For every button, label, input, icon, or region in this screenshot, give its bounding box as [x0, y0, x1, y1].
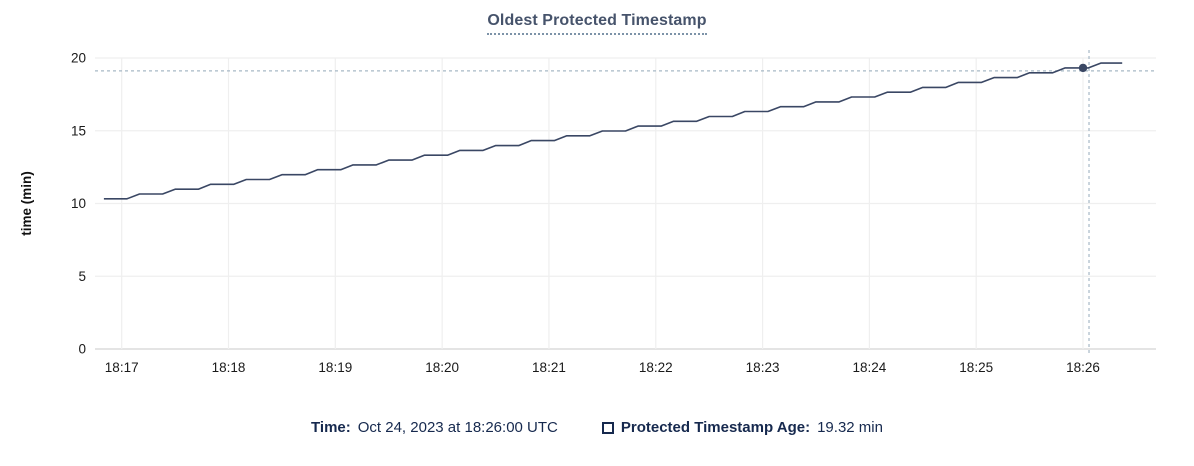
svg-text:0: 0 [78, 342, 86, 357]
legend-item: Protected Timestamp Age: 19.32 min [601, 419, 883, 436]
series-line [103, 62, 1123, 200]
svg-text:18:21: 18:21 [532, 360, 566, 375]
series-toggle-checkbox[interactable] [601, 421, 614, 434]
hover-time-readout: Time: Oct 24, 2023 at 18:26:00 UTC [311, 419, 558, 436]
svg-text:15: 15 [71, 123, 86, 138]
x-gridlines [121, 58, 1084, 349]
x-axis-ticks: 18:17 18:18 18:19 18:20 18:21 18:22 18:23 18:24… [105, 360, 1100, 375]
svg-text:18:20: 18:20 [425, 360, 459, 375]
chart-caption: Time: Oct 24, 2023 at 18:26:00 UTC Prote… [0, 419, 1194, 436]
y-axis-ticks: 0 5 10 15 20 [71, 51, 86, 357]
svg-text:18:17: 18:17 [105, 360, 139, 375]
time-value: Oct 24, 2023 at 18:26:00 UTC [357, 419, 558, 436]
svg-text:10: 10 [71, 196, 86, 211]
y-axis-title: time (min) [19, 171, 34, 236]
series-label: Protected Timestamp Age: [620, 419, 811, 436]
svg-text:18:25: 18:25 [959, 360, 993, 375]
svg-text:20: 20 [71, 51, 86, 66]
svg-text:18:19: 18:19 [318, 360, 352, 375]
svg-text:18:18: 18:18 [212, 360, 246, 375]
time-label: Time: [311, 419, 351, 436]
highlighted-datapoint[interactable] [1078, 63, 1088, 73]
svg-text:18:24: 18:24 [852, 360, 886, 375]
chart-title[interactable]: Oldest Protected Timestamp [487, 12, 707, 35]
svg-text:18:22: 18:22 [639, 360, 673, 375]
series-value: 19.32 min [817, 419, 883, 436]
svg-text:18:26: 18:26 [1066, 360, 1100, 375]
svg-text:18:23: 18:23 [746, 360, 780, 375]
svg-text:5: 5 [78, 269, 86, 284]
y-gridlines [95, 57, 1156, 350]
chart-header: Oldest Protected Timestamp [0, 12, 1194, 35]
